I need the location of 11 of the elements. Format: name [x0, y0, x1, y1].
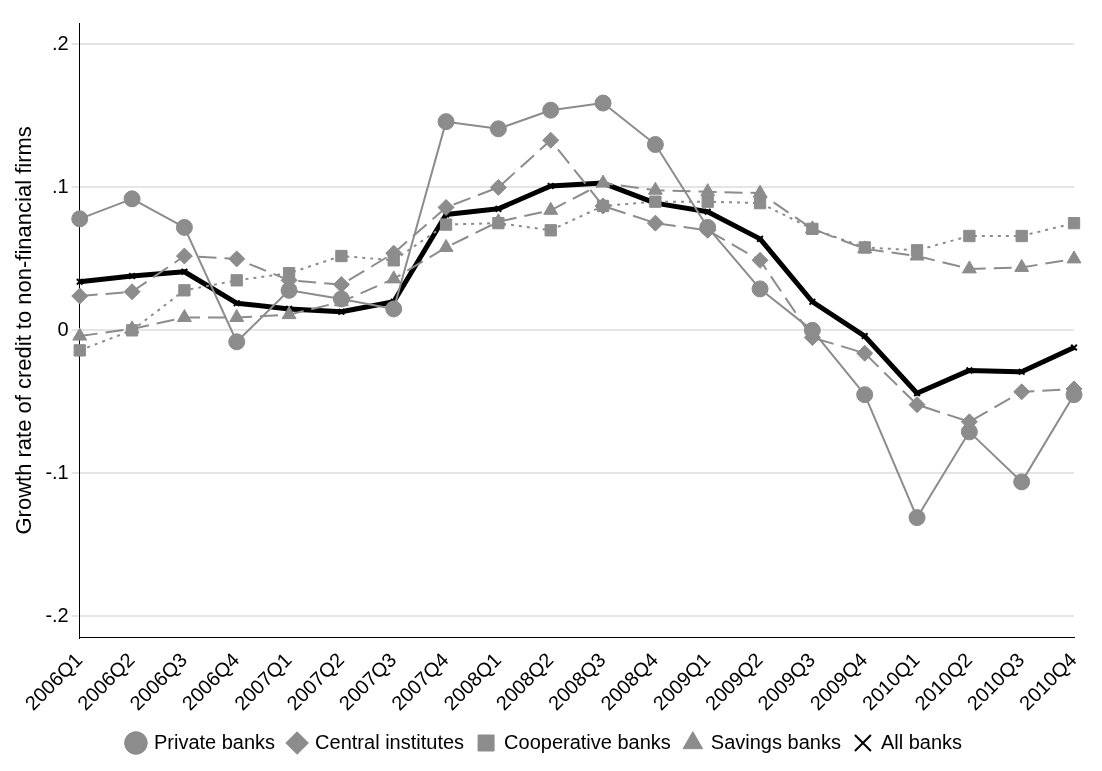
legend-label: Central institutes: [315, 730, 465, 753]
y-axis-title: Growth rate of credit to non-financial firms: [11, 126, 37, 535]
y-tick-label: -.1: [45, 460, 69, 483]
y-tick-label: .2: [52, 31, 69, 54]
y-tick-label: .1: [52, 174, 69, 197]
legend-label: Savings banks: [710, 730, 841, 753]
y-tick-label: -.2: [45, 603, 69, 626]
legend-label: Cooperative banks: [504, 730, 671, 753]
legend-label: All banks: [880, 730, 963, 753]
legend-label: Private banks: [153, 730, 276, 753]
y-tick-label: 0: [57, 317, 69, 340]
